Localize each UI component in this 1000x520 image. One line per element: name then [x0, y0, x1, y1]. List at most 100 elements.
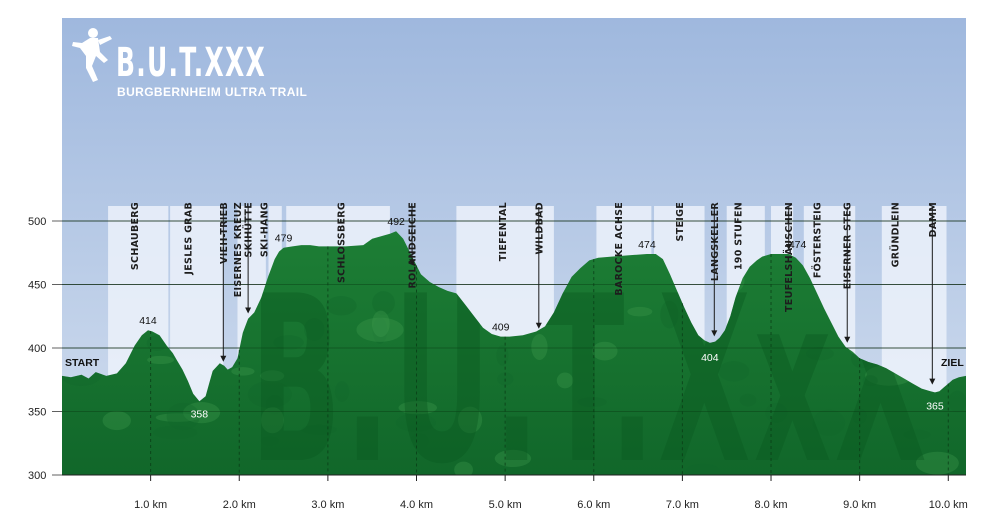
y-tick-label: 300: [28, 470, 46, 482]
texture-spot: [812, 409, 846, 436]
elevation-label: 358: [191, 408, 209, 420]
texture-spot: [183, 402, 221, 424]
y-tick-label: 500: [28, 216, 46, 228]
logo-watermark: B.U.T.XxX: [250, 248, 930, 515]
point-label: TEUFELSHÄUSCHEN: [784, 202, 795, 312]
elevation-label: 404: [701, 352, 719, 364]
point-label: FÖSTERSTEIG: [813, 202, 824, 278]
elevation-label: 409: [492, 322, 510, 334]
x-tick-label: 6.0 km: [577, 499, 610, 511]
texture-spot: [903, 429, 931, 440]
texture-spot: [862, 375, 878, 387]
texture-spot: [152, 425, 198, 440]
elevation-label: 414: [139, 315, 157, 327]
texture-spot: [265, 394, 284, 415]
texture-spot: [398, 401, 438, 415]
point-label: LANGSKELLER: [710, 202, 721, 281]
texture-spot: [260, 370, 285, 382]
point-arrows: [220, 207, 936, 385]
arrow-head: [711, 330, 718, 337]
texture-spot: [146, 335, 167, 352]
elevation-label: 474: [638, 239, 656, 251]
texture-spot: [591, 341, 618, 361]
start-label: START: [65, 357, 100, 369]
point-label: BAROCKE ACHSE: [614, 202, 625, 296]
texture-spot: [260, 436, 279, 446]
x-tick-label: 1.0 km: [134, 499, 167, 511]
point-label: GRÜNDLEIN: [891, 202, 902, 267]
point-label: WILDBAD: [534, 202, 545, 255]
texture-spot: [410, 433, 429, 449]
texture-spot: [577, 397, 607, 407]
point-label: STEIGE: [675, 202, 686, 241]
x-tick-label: 7.0 km: [666, 499, 699, 511]
texture-spot: [304, 318, 325, 341]
point-label: JESLES GRAB: [183, 202, 194, 276]
point-label: SCHAUBERG: [130, 202, 141, 270]
texture-spot: [273, 335, 304, 350]
x-tick-label: 3.0 km: [311, 499, 344, 511]
logo-subtitle: BURGBERNHEIM ULTRA TRAIL: [117, 85, 307, 99]
texture-spot: [739, 393, 757, 407]
arrow-head: [785, 244, 792, 251]
texture-spot: [627, 306, 653, 317]
arrow-head: [844, 336, 851, 343]
texture-spot: [531, 333, 548, 360]
elevation-label: 492: [387, 216, 405, 228]
point-label: SKIHÜTTE: [244, 202, 255, 257]
texture-spot: [948, 390, 966, 413]
logo-title: B.U.T.XXX: [116, 40, 266, 86]
point-label: TIEFENTAL: [498, 202, 509, 261]
texture-spot: [395, 413, 436, 432]
texture-spot: [371, 310, 390, 338]
texture-spot: [325, 296, 357, 316]
elevation-label: 365: [926, 400, 944, 412]
y-tick-label: 400: [28, 343, 46, 355]
arrow-head: [220, 355, 227, 362]
elevation-labels: 414 358 479 492 409 474 404 474 365: [139, 216, 944, 420]
texture-spot: [660, 300, 679, 329]
texture-spot: [718, 361, 750, 382]
texture-spot: [852, 408, 867, 424]
texture-spot: [372, 291, 395, 315]
x-tick-label: 10.0 km: [929, 499, 968, 511]
texture-spot: [494, 449, 532, 468]
point-label: VIEH-TRIEB: [219, 202, 230, 264]
texture-spot: [556, 372, 574, 389]
point-label: EISERNER STEG: [843, 202, 854, 289]
x-tick-label: 2.0 km: [223, 499, 256, 511]
texture-spot: [247, 380, 292, 408]
texture-spot: [356, 317, 404, 342]
arrow-head: [245, 307, 252, 314]
y-tick-label: 450: [28, 280, 46, 292]
x-tick-label: 5.0 km: [489, 499, 522, 511]
texture-spot: [260, 407, 284, 434]
y-axis-ticks: 300 350 400 450 500: [28, 216, 46, 482]
texture-spot: [155, 413, 199, 422]
terrain-area: [62, 231, 966, 475]
point-label: EISERNES KREUZ: [233, 202, 244, 297]
texture-spot: [334, 381, 350, 402]
texture-spot: [231, 367, 255, 376]
x-tick-label: 4.0 km: [400, 499, 433, 511]
texture-spot: [454, 461, 473, 475]
end-label: ZIEL: [941, 357, 964, 369]
elevation-label: 474: [789, 239, 807, 251]
texture-spot: [806, 347, 834, 361]
arrow-head: [929, 378, 936, 385]
x-tick-label: 9.0 km: [843, 499, 876, 511]
x-tick-label: 8.0 km: [755, 499, 788, 511]
elevation-label: 479: [275, 233, 293, 245]
point-label: ROLANDSEICHE: [408, 202, 419, 289]
x-axis-ticks: 1.0 km 2.0 km 3.0 km 4.0 km 5.0 km 6.0 km 7.0 …: [62, 474, 968, 511]
arrow-head: [535, 322, 542, 329]
point-label: SCHLOSSBERG: [337, 202, 348, 283]
point-label: DAMM: [928, 202, 939, 237]
point-label: 190 STUFEN: [734, 202, 745, 270]
drop-lines: [150, 246, 949, 475]
arrow-head: [409, 259, 416, 266]
texture-spot: [147, 355, 175, 365]
texture-spot: [166, 402, 200, 431]
